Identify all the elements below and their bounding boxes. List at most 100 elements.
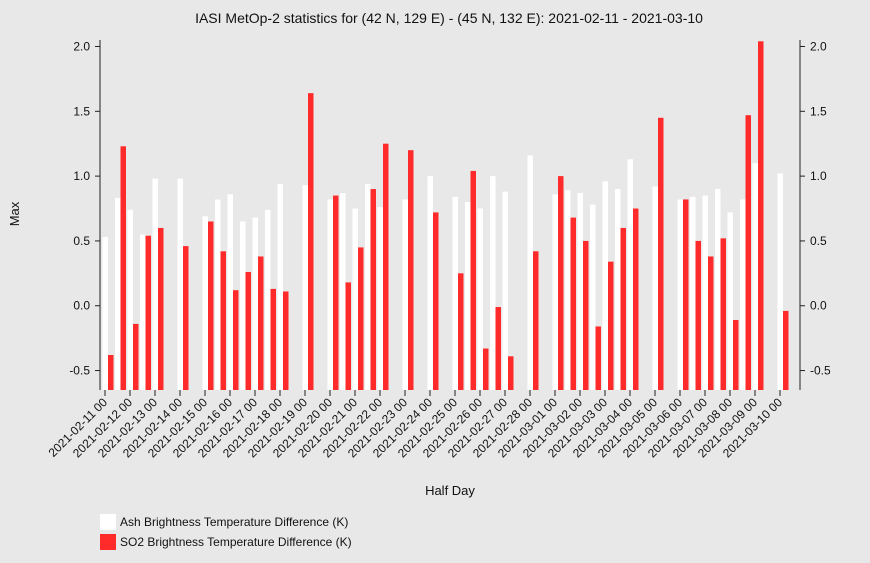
bar-ash [427,176,433,390]
y-tick-label-right: 1.0 [810,169,827,183]
bar-so2 [483,348,489,390]
bars-group [102,41,789,391]
y-tick-label-left: -0.5 [69,364,90,378]
bar-ash [590,204,596,390]
bar-ash [615,189,621,390]
bar-so2 [283,291,289,390]
bar-so2 [495,307,501,390]
bar-so2 [583,240,589,390]
bar-ash [727,212,733,390]
y-tick-label-right: -0.5 [810,364,831,378]
bar-ash [627,159,633,390]
bar-ash [740,199,746,390]
y-axis-label: Max [7,201,22,226]
bar-so2 [508,356,514,390]
bar-ash [377,207,383,390]
bar-ash [140,234,146,390]
bar-ash [690,196,696,390]
bar-ash [565,190,571,390]
legend-swatch-so2 [100,534,116,550]
bar-so2 [733,320,739,390]
bar-ash [752,163,758,390]
bar-ash [365,183,371,390]
bar-so2 [258,256,264,390]
bar-so2 [570,217,576,390]
bar-ash [602,181,608,390]
legend: Ash Brightness Temperature Difference (K… [100,512,352,552]
bar-so2 [183,246,189,390]
y-tick-label-left: 2.0 [73,39,90,53]
bar-ash [677,199,683,390]
bar-so2 [633,208,639,390]
bar-so2 [683,199,689,390]
bar-so2 [595,326,601,390]
bar-so2 [308,93,314,391]
bar-ash [252,217,258,390]
bar-ash [340,192,346,390]
bar-ash [477,208,483,390]
y-tick-label-right: 0.0 [810,299,827,313]
bar-so2 [120,146,126,390]
y-tick-label-right: 1.5 [810,104,827,118]
bar-so2 [408,150,414,390]
bar-so2 [720,238,726,390]
bar-ash [202,216,208,390]
bar-ash [240,221,246,390]
y-tick-label-right: 0.5 [810,234,827,248]
bar-so2 [108,355,114,390]
bar-ash [177,178,183,390]
y-tick-label-right: 2.0 [810,39,827,53]
y-tick-label-left: 0.0 [73,299,90,313]
bar-ash [577,192,583,390]
bar-so2 [208,221,214,390]
legend-label-ash: Ash Brightness Temperature Difference (K… [120,515,349,529]
bar-ash [127,209,133,390]
x-axis-label: Half Day [425,483,475,498]
bar-ash [502,191,508,390]
chart-title: IASI MetOp-2 statistics for (42 N, 129 E… [195,10,703,26]
bar-so2 [158,227,164,390]
bar-so2 [658,117,664,390]
bar-ash [490,176,496,390]
bar-ash [277,183,283,390]
legend-swatch-ash [100,514,116,530]
bar-ash [702,195,708,390]
bar-so2 [358,247,364,390]
bar-ash [102,237,108,390]
bar-so2 [758,41,764,391]
bar-so2 [145,235,151,390]
bar-so2 [433,212,439,390]
bar-ash [465,202,471,390]
bar-ash [352,208,358,390]
y-tick-label-left: 0.5 [73,234,90,248]
y-tick-label-left: 1.0 [73,169,90,183]
bar-so2 [220,251,226,390]
bar-so2 [458,273,464,390]
bar-ash [402,199,408,390]
bar-so2 [620,227,626,390]
bar-ash [527,155,533,390]
y-tick-label-left: 1.5 [73,104,90,118]
bar-so2 [233,290,239,390]
bar-so2 [345,282,351,390]
bar-so2 [783,310,789,390]
bar-ash [652,186,658,390]
legend-label-so2: SO2 Brightness Temperature Difference (K… [120,535,352,549]
bar-ash [777,173,783,390]
bar-so2 [270,288,276,390]
bar-so2 [470,170,476,390]
bar-so2 [370,189,376,390]
bar-ash [452,196,458,390]
bar-ash [327,199,333,390]
bar-so2 [558,176,564,390]
legend-item-so2: SO2 Brightness Temperature Difference (K… [100,532,352,552]
bar-so2 [245,272,251,390]
bar-ash [115,198,121,390]
bar-ash [715,189,721,390]
bar-so2 [695,240,701,390]
bar-so2 [133,323,139,390]
bar-ash [302,185,308,390]
bar-ash [215,199,221,390]
